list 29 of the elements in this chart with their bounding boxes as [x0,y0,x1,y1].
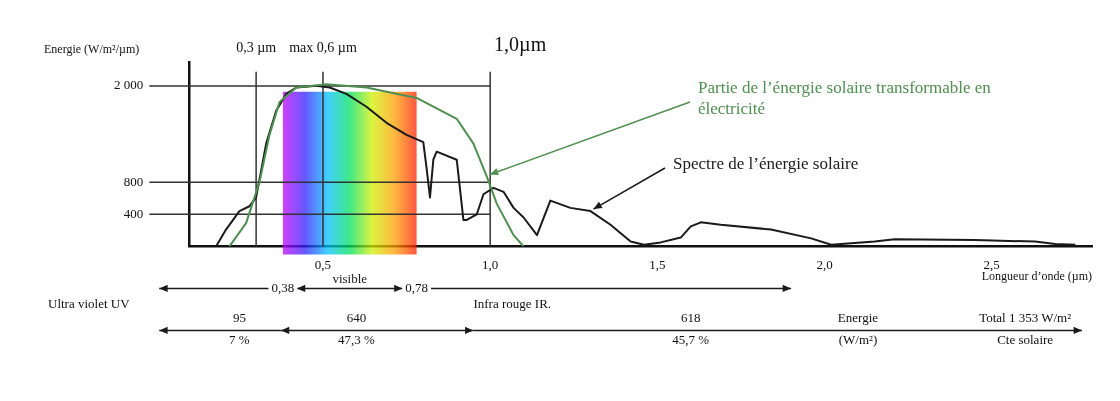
y-axis-title: Energie (W/m²/µm) [44,41,140,56]
y-tick-label: 400 [123,205,144,221]
text: 45,7 % [672,332,710,348]
text: 0,38 [271,279,295,295]
text: Energie [837,309,879,325]
text: Spectre de l’énergie solaire [673,153,859,173]
x-tick-label: 1,5 [649,256,666,272]
text: 47,3 % [338,332,375,348]
text: 95 [232,309,246,325]
text: Ultra violet UV [48,295,131,311]
text: 7 % [229,332,250,348]
ref-line-label: 0,3 µm [236,40,277,56]
x-tick-label: 2,5 [983,256,1000,272]
text: 618 [681,309,701,325]
x-tick-label: 2,0 [816,256,833,272]
text: Total 1 353 W/m² [979,309,1072,325]
text: Cte solaire [997,332,1054,348]
ref-line-label: max 0,6 µm [289,40,357,56]
text: Partie de l’énergie solaire transformable en électricité [698,77,992,118]
band-label: visible [332,271,368,287]
text: Infra rouge IR. [473,295,552,311]
ref-line-label: 1,0µm [494,33,547,57]
text: 640 [346,309,367,325]
y-tick-label: 2 000 [114,77,144,93]
text: 0,78 [405,279,428,295]
x-tick-label: 0,5 [314,256,332,272]
y-tick-label: 800 [123,173,144,189]
x-tick-label: 1,0 [482,256,499,272]
text: (W/m²) [838,332,878,348]
